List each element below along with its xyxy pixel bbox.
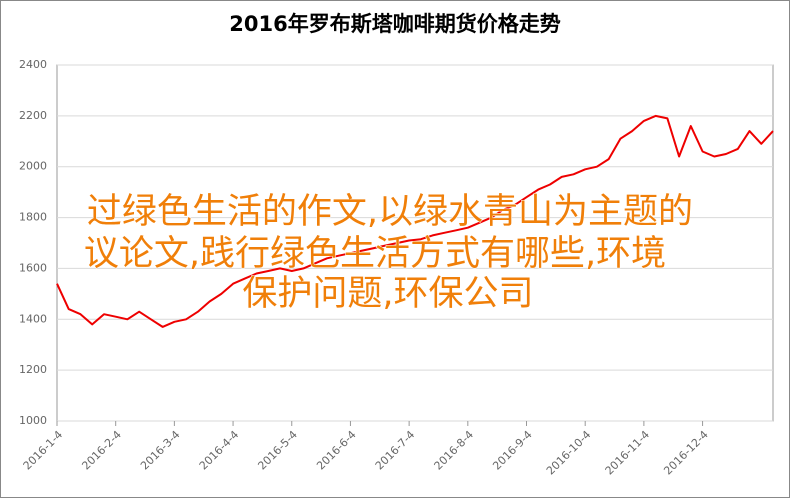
y-tick-label: 2400	[19, 58, 47, 71]
y-tick-label: 1600	[19, 261, 47, 274]
y-tick-label: 1200	[19, 363, 47, 376]
y-tick-label: 2000	[19, 160, 47, 173]
price-line	[56, 114, 774, 328]
overlay-text: 议论文,践行绿色生活方式有哪些,环境	[84, 234, 666, 274]
chart-title: 2016年罗布斯塔咖啡期货价格走势	[229, 12, 560, 36]
overlay-text: 保护问题,环保公司	[242, 274, 533, 314]
overlay-text: 过绿色生活的作文,以绿水青山为主题的	[87, 192, 693, 232]
y-tick-label: 1000	[19, 414, 47, 427]
y-tick-label: 1400	[19, 312, 47, 325]
y-tick-label: 2200	[19, 109, 47, 122]
y-tick-label: 1800	[19, 211, 47, 224]
